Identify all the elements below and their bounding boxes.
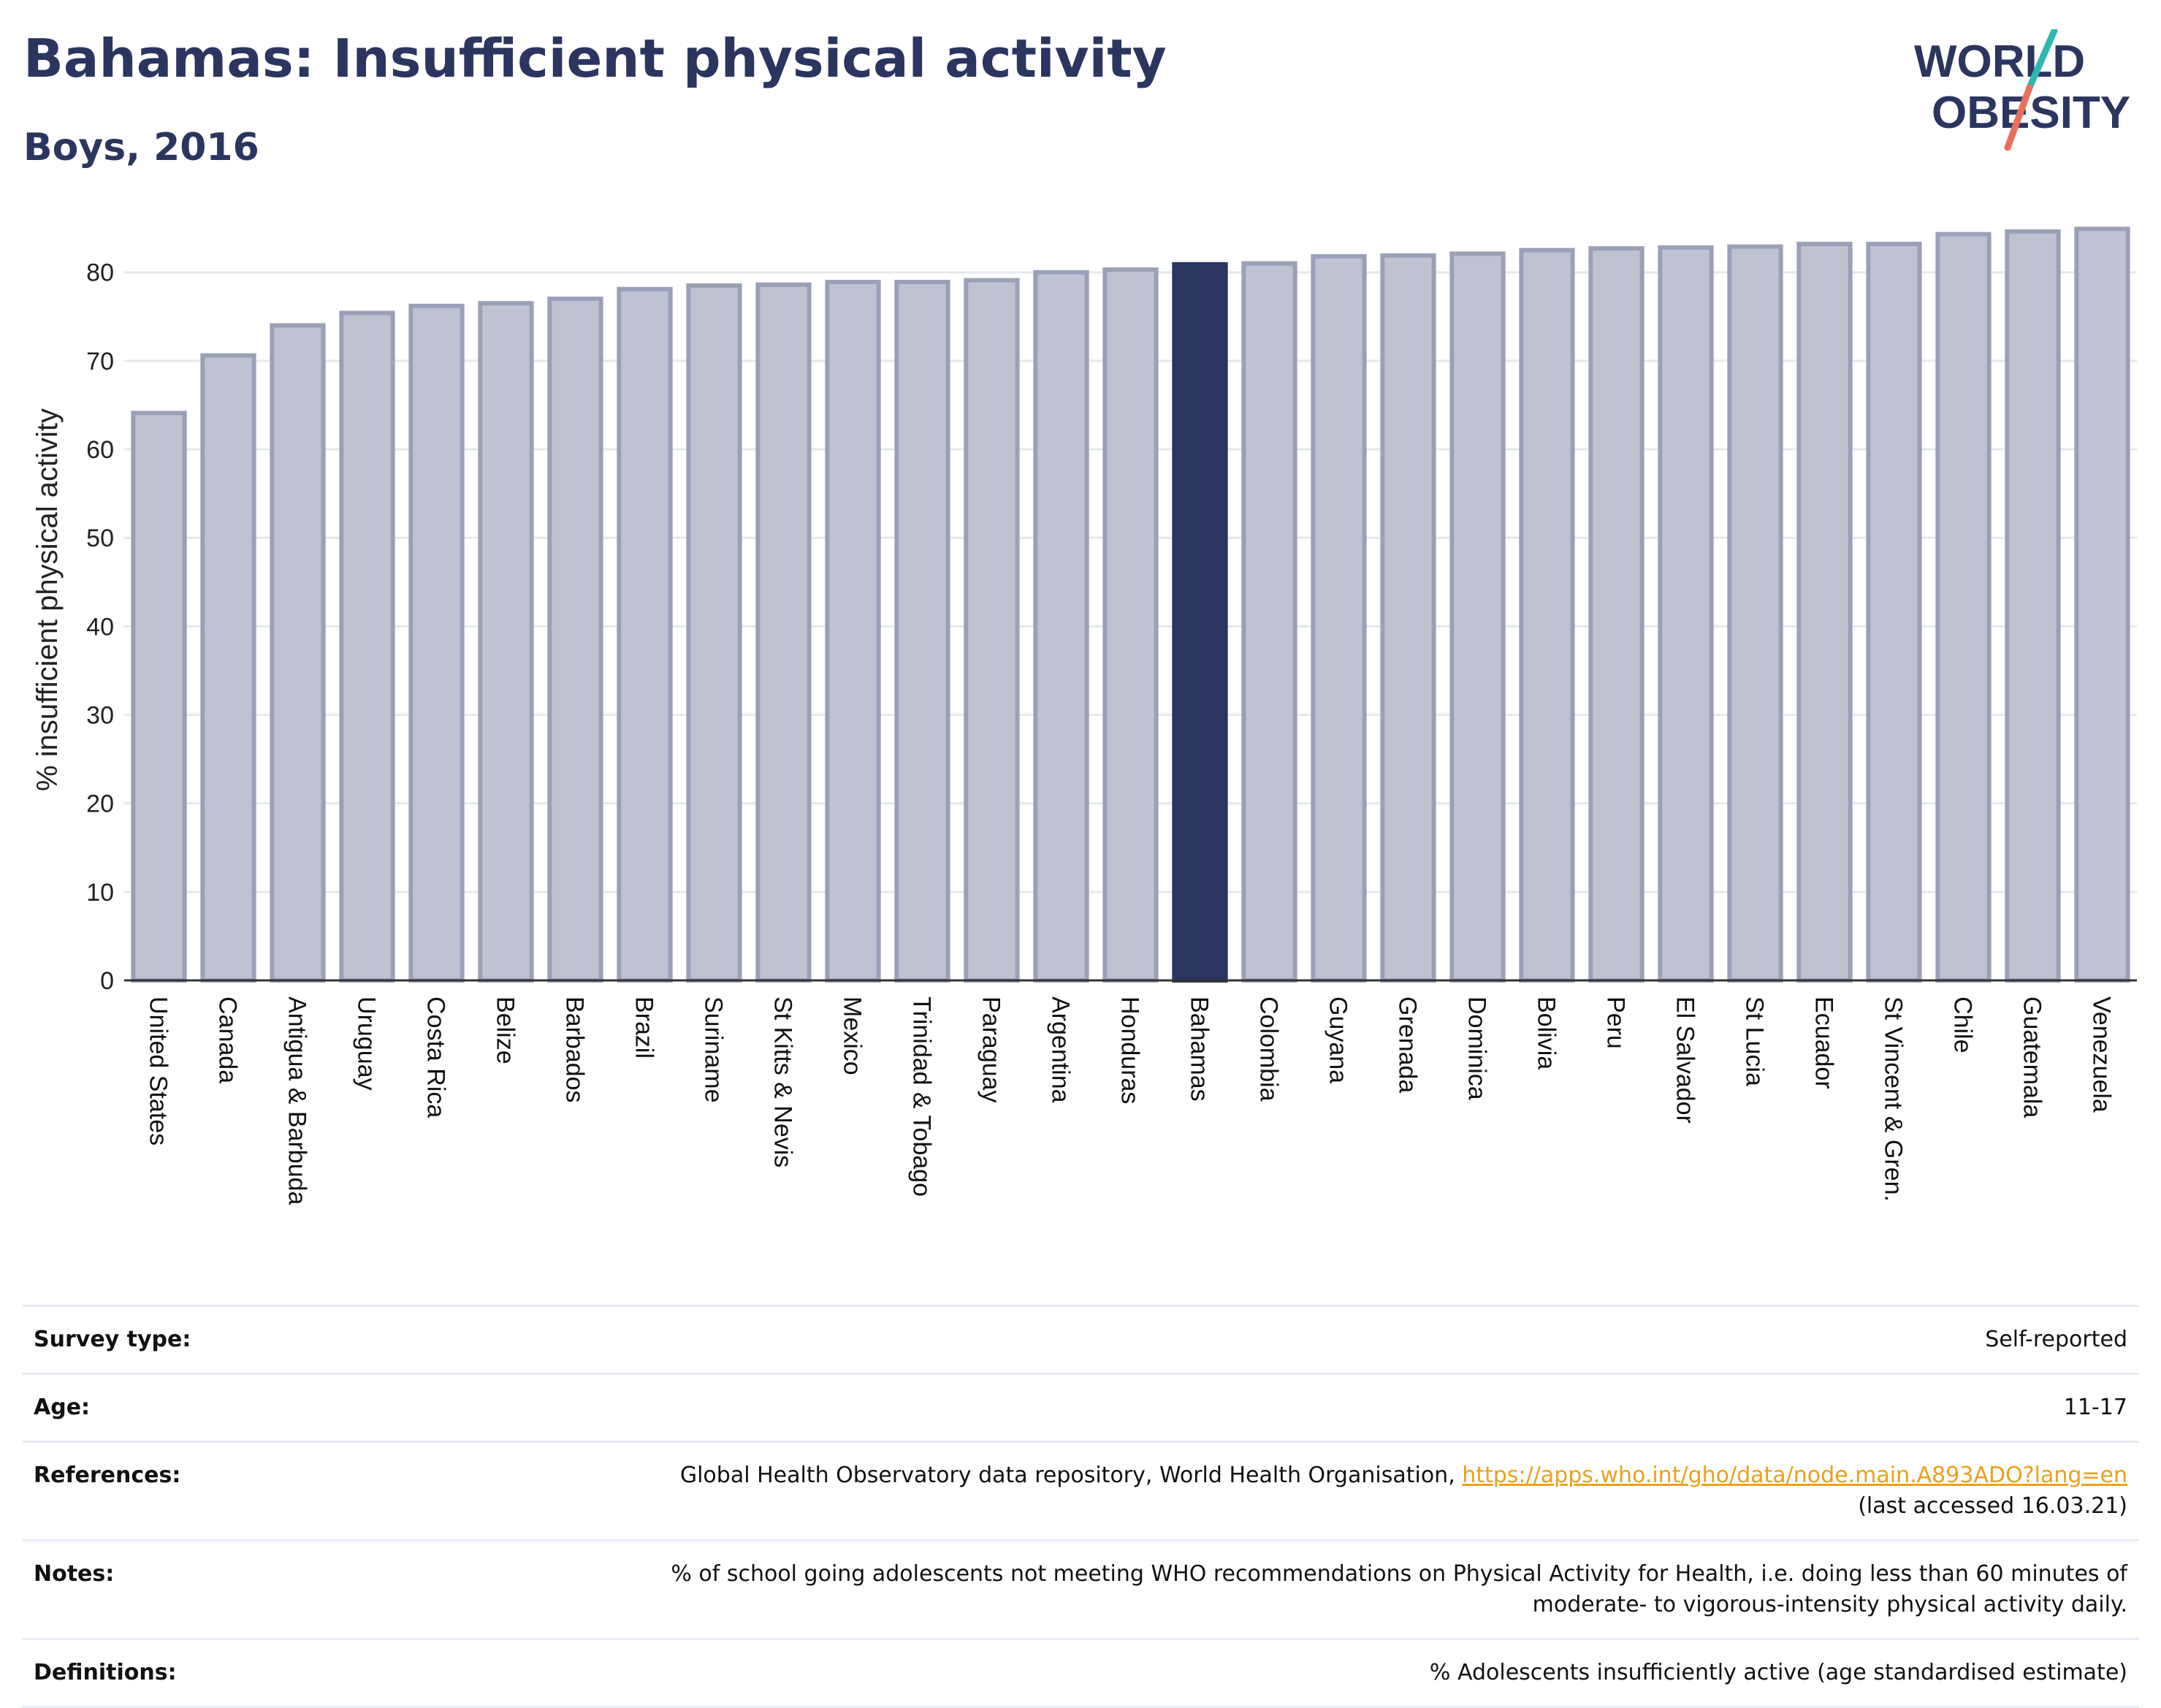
bar <box>1241 261 1297 983</box>
y-tick-label: 50 <box>86 525 114 552</box>
bar <box>1519 248 1575 983</box>
x-tick-label: Ecuador <box>1810 996 1838 1089</box>
x-tick-label: Mexico <box>839 996 866 1075</box>
y-tick-label: 80 <box>86 259 114 287</box>
x-tick-label: Canada <box>214 996 242 1083</box>
definitions-value: % Adolescents insufficiently active (age… <box>1429 1660 2127 1685</box>
bar <box>478 301 534 983</box>
bar <box>755 282 812 983</box>
y-tick-label: 20 <box>86 790 114 818</box>
bar <box>408 303 465 983</box>
logo-slash-coral <box>2004 84 2033 151</box>
survey-type-value: Self-reported <box>1985 1327 2127 1352</box>
y-tick-label: 10 <box>86 879 114 907</box>
info-table: Survey type: Self-reported Age: 11-17 Re… <box>22 1305 2139 1708</box>
references-link[interactable]: https://apps.who.int/gho/data/node.main.… <box>1462 1463 2127 1488</box>
bar <box>1380 253 1436 983</box>
x-tick-label: Honduras <box>1116 996 1144 1104</box>
age-label: Age: <box>34 1395 91 1420</box>
survey-type-label: Survey type: <box>34 1327 191 1352</box>
x-tick-label: Brazil <box>630 996 658 1059</box>
bar <box>1658 245 1714 983</box>
bar <box>270 323 326 983</box>
references-row: References: Global Health Observatory da… <box>22 1441 2139 1539</box>
y-axis-title: % insufficient physical activity <box>31 408 64 791</box>
bar <box>686 283 742 983</box>
x-tick-label: Antigua & Barbuda <box>283 996 311 1205</box>
x-tick-label: St Kitts & Nevis <box>769 996 797 1167</box>
x-tick-label: St Lucia <box>1741 996 1769 1086</box>
definitions-row: Definitions: % Adolescents insufficientl… <box>22 1638 2139 1708</box>
x-tick-label: Uruguay <box>353 996 381 1091</box>
references-value: Global Health Observatory data repositor… <box>680 1460 2127 1522</box>
notes-line1: % of school going adolescents not meetin… <box>671 1561 2127 1587</box>
x-tick-label: Costa Rica <box>422 996 450 1118</box>
x-tick-label: St Vincent & Gren. <box>1880 996 1907 1202</box>
bar <box>1172 262 1228 983</box>
x-tick-label: Trinidad & Tobago <box>908 996 936 1197</box>
notes-row: Notes: % of school going adolescents not… <box>22 1539 2139 1638</box>
page-subtitle: Boys, 2016 <box>23 126 259 169</box>
logo-line2: OBESITY <box>1932 88 2130 138</box>
x-tick-label: El Salvador <box>1672 996 1699 1124</box>
bar <box>894 280 950 983</box>
bar <box>1796 241 1853 983</box>
x-tick-label: Guyana <box>1325 996 1352 1083</box>
x-tick-label: Bahamas <box>1186 996 1213 1102</box>
bar <box>2074 226 2130 983</box>
survey-type-row: Survey type: Self-reported <box>22 1305 2139 1373</box>
bar <box>825 280 881 983</box>
bar <box>339 310 395 983</box>
y-tick-label: 0 <box>100 967 114 995</box>
bar-chart: 0 10 20 30 40 50 60 70 80 % insufficient physical… <box>31 226 2137 1205</box>
x-tick-label: Suriname <box>700 996 728 1103</box>
bar <box>617 286 673 983</box>
bar <box>200 353 256 983</box>
age-row: Age: 11-17 <box>22 1373 2139 1441</box>
bar <box>1449 251 1506 983</box>
x-tick-label: Barbados <box>561 996 589 1103</box>
y-tick-label: 60 <box>86 436 114 464</box>
x-tick-label: Grenada <box>1394 996 1422 1093</box>
notes-value: % of school going adolescents not meetin… <box>671 1559 2127 1620</box>
x-tick-label: United States <box>145 996 172 1145</box>
y-tick-label: 30 <box>86 702 114 730</box>
x-tick-label: Chile <box>1949 996 1977 1053</box>
x-tick-label: Argentina <box>1047 996 1075 1103</box>
logo-line1: WORLD <box>1914 37 2085 87</box>
references-text: Global Health Observatory data repositor… <box>679 1463 1463 1488</box>
x-tick-label: Paraguay <box>977 996 1005 1103</box>
bar <box>547 297 603 983</box>
x-tick-label: Guatemala <box>2019 996 2046 1118</box>
references-label: References: <box>34 1463 181 1488</box>
x-tick-label: Peru <box>1602 996 1630 1049</box>
logo-slash-teal <box>2026 29 2058 91</box>
bar <box>2005 229 2061 983</box>
age-value: 11-17 <box>2063 1395 2127 1420</box>
y-tick-label: 70 <box>86 348 114 375</box>
bar <box>1935 232 1992 983</box>
notes-label: Notes: <box>34 1561 115 1587</box>
world-obesity-logo: WORLD OBESITY <box>1914 29 2130 151</box>
bar <box>1311 253 1367 983</box>
bar <box>1033 270 1089 983</box>
bar <box>131 411 187 983</box>
bar <box>1102 267 1159 983</box>
x-tick-label: Dominica <box>1463 996 1491 1100</box>
notes-line2: moderate- to vigorous-intensity physical… <box>1532 1592 2127 1617</box>
bar <box>1588 245 1644 983</box>
x-tick-label: Colombia <box>1255 996 1283 1102</box>
bar <box>1727 244 1783 983</box>
y-tick-label: 40 <box>86 613 114 641</box>
bar <box>964 278 1020 983</box>
page-title: Bahamas: Insufficient physical activity <box>23 28 1167 89</box>
bar <box>1866 241 1922 983</box>
definitions-label: Definitions: <box>34 1660 177 1685</box>
x-tick-label: Venezuela <box>2088 996 2116 1113</box>
x-tick-label: Belize <box>492 996 519 1064</box>
references-accessed: (last accessed 16.03.21) <box>1858 1493 2127 1519</box>
x-tick-label: Bolivia <box>1533 996 1560 1070</box>
